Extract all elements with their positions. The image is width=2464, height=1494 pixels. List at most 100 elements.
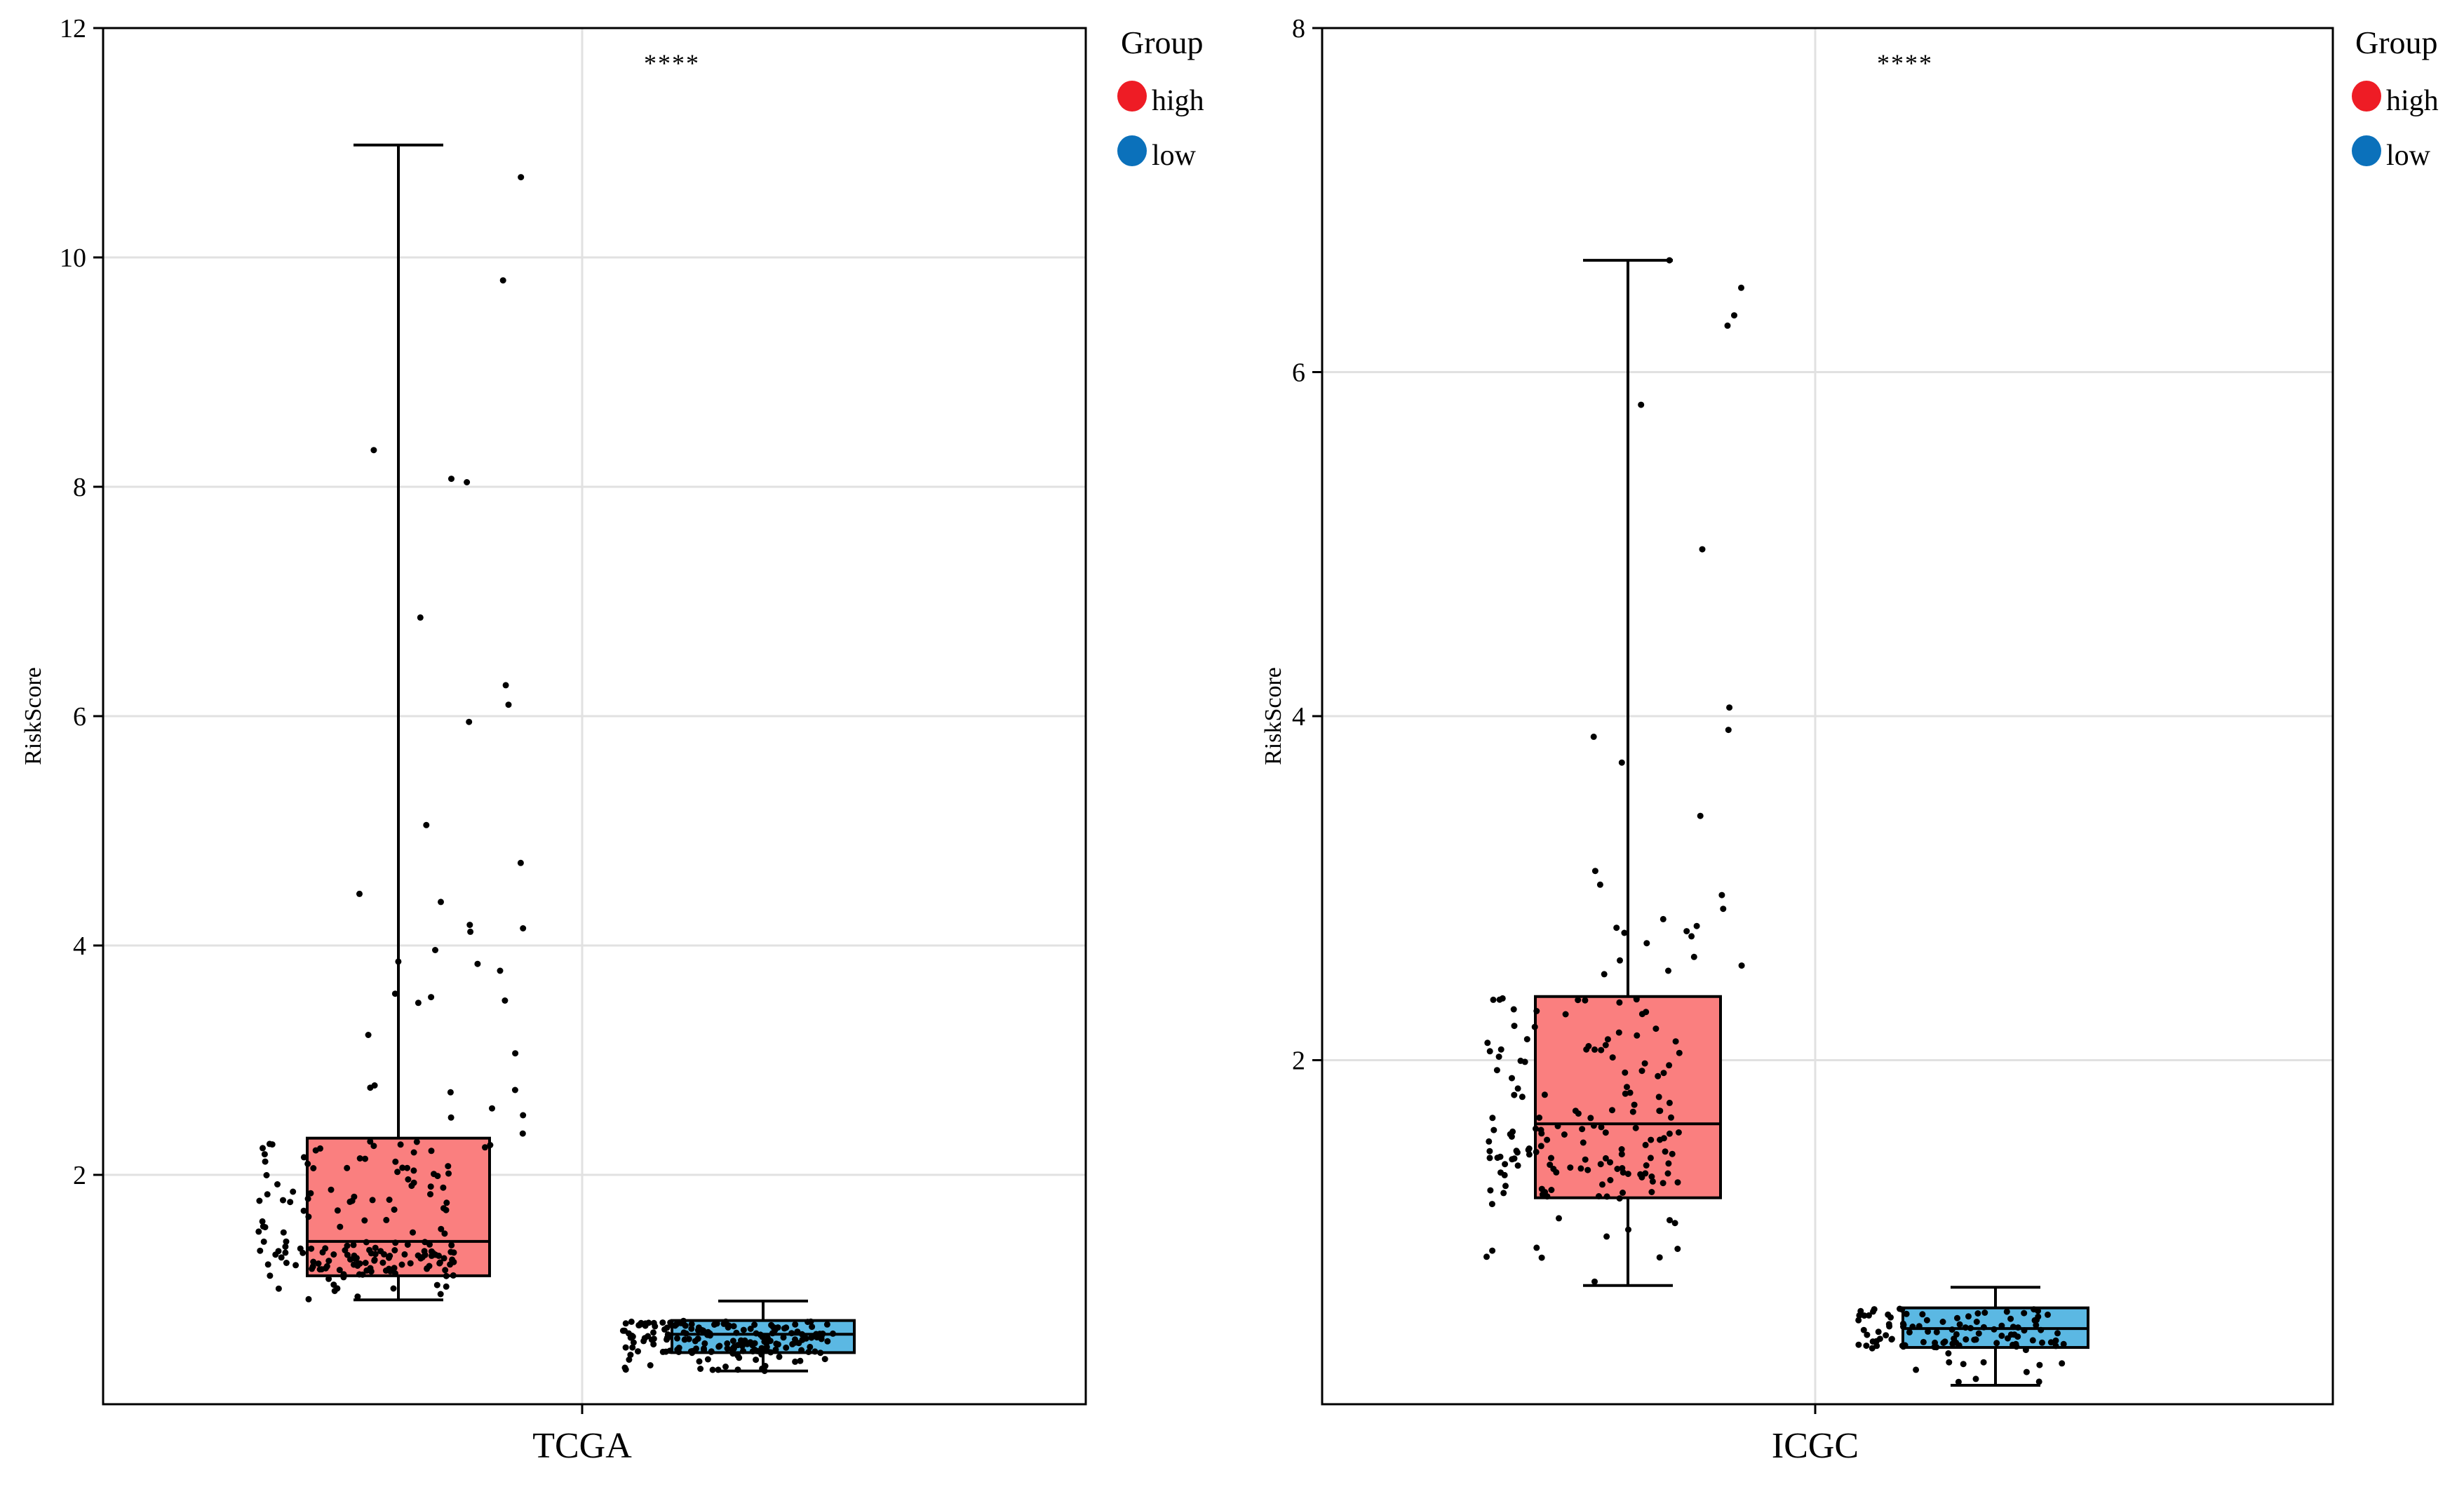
data-point [751, 1321, 758, 1328]
data-point [1514, 1085, 1521, 1092]
data-point [1638, 1068, 1645, 1075]
data-point [287, 1199, 294, 1206]
data-point [1991, 1326, 1998, 1333]
data-point [1490, 996, 1497, 1003]
data-point [688, 1325, 695, 1332]
data-point [2033, 1317, 2040, 1324]
data-point [701, 1340, 708, 1347]
data-point [392, 1158, 399, 1165]
data-point [1945, 1350, 1952, 1357]
data-point [1488, 1201, 1495, 1208]
data-point [366, 1246, 373, 1253]
data-point [426, 1241, 433, 1248]
data-point [372, 1244, 379, 1251]
data-point [1955, 1342, 1963, 1349]
data-point [1618, 759, 1625, 766]
data-point [1598, 1124, 1605, 1131]
data-point [428, 1148, 435, 1155]
data-point [422, 1239, 429, 1246]
legend-marker-high [2352, 81, 2381, 112]
data-point [1497, 1046, 1504, 1053]
data-point [1962, 1324, 1969, 1331]
data-point [344, 1242, 351, 1249]
data-point [1666, 1099, 1673, 1106]
data-point [1548, 1155, 1554, 1162]
data-point [749, 1342, 756, 1349]
y-tick-label: 4 [73, 931, 86, 961]
data-point [511, 1086, 518, 1093]
data-point [1486, 1155, 1493, 1162]
data-point [467, 928, 474, 935]
data-point [359, 1271, 366, 1278]
data-point [2007, 1315, 2014, 1322]
data-point [1933, 1328, 1940, 1335]
box-high [255, 143, 527, 1303]
data-point [407, 1260, 414, 1267]
data-point [386, 1253, 393, 1259]
data-point [1903, 1310, 1910, 1317]
data-point [413, 1138, 420, 1145]
data-point [1514, 1162, 1521, 1169]
data-point [1580, 1139, 1587, 1146]
data-point [1602, 1042, 1609, 1049]
data-point [758, 1351, 765, 1358]
data-point [819, 1331, 826, 1337]
data-point [520, 1112, 527, 1119]
data-point [693, 1345, 699, 1352]
data-point [2052, 1342, 2059, 1350]
data-point [730, 1323, 737, 1330]
legend-label-high: high [2386, 85, 2439, 117]
data-point [257, 1247, 264, 1254]
data-point [680, 1329, 687, 1336]
data-point [1582, 1156, 1589, 1163]
data-point [448, 476, 455, 483]
data-point [447, 1114, 455, 1121]
data-point [1602, 1155, 1609, 1162]
data-point [1899, 1306, 1906, 1313]
data-point [675, 1349, 682, 1355]
data-point [307, 1190, 314, 1197]
data-point [1625, 1226, 1631, 1233]
data-point [1496, 996, 1503, 1003]
data-point [405, 1176, 412, 1183]
data-point [422, 1251, 429, 1258]
data-point [1511, 1155, 1518, 1162]
data-point [1567, 1164, 1574, 1171]
data-point [356, 890, 363, 897]
data-point [391, 1265, 398, 1272]
data-point [1533, 1008, 1540, 1014]
data-point [1583, 1046, 1590, 1053]
data-point [1954, 1314, 1960, 1321]
data-point [774, 1341, 781, 1348]
data-point [758, 1345, 765, 1352]
data-point [1615, 1029, 1622, 1036]
data-point [2035, 1378, 2042, 1385]
data-point [1556, 1215, 1562, 1222]
significance-label: **** [1877, 49, 1933, 77]
data-point [1603, 1193, 1610, 1200]
data-point [259, 1218, 266, 1225]
data-point [2059, 1360, 2066, 1367]
legend-marker-low [2352, 135, 2381, 166]
data-point [1667, 1217, 1673, 1224]
data-point [1965, 1313, 1972, 1320]
data-point [689, 1350, 696, 1357]
data-point [1869, 1338, 1876, 1345]
data-point [355, 1260, 362, 1267]
data-point [783, 1324, 790, 1331]
data-point [1486, 1048, 1493, 1055]
data-point [331, 1288, 338, 1294]
data-point [297, 1245, 304, 1252]
data-point [336, 1267, 343, 1274]
data-point [659, 1348, 666, 1355]
data-point [1939, 1319, 1946, 1325]
data-point [310, 1258, 317, 1265]
data-point [740, 1347, 746, 1354]
data-point [1963, 1336, 1970, 1343]
data-point [1598, 1047, 1605, 1054]
data-point [716, 1342, 723, 1350]
data-point [1561, 1131, 1568, 1138]
data-point [2045, 1311, 2051, 1318]
data-point [350, 1241, 357, 1249]
data-point [1500, 1190, 1507, 1197]
